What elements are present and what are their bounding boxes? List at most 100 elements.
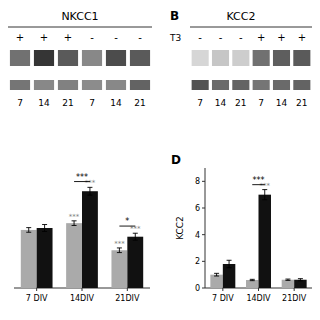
band — [34, 50, 54, 66]
title: NKCC1 — [61, 10, 98, 23]
error-cap — [42, 224, 47, 225]
band — [212, 80, 229, 90]
blot-panel: NKCC1+++---7142171421 — [8, 10, 152, 108]
lane-label: 7 — [197, 98, 203, 108]
y-axis-line — [205, 168, 206, 288]
bar — [21, 230, 37, 288]
title: KCC2 — [227, 10, 256, 23]
error-cap — [117, 252, 122, 253]
treatment-sign: + — [298, 32, 306, 43]
error-bar — [227, 260, 232, 267]
error-bar — [42, 225, 47, 232]
y-tick-label: 2 — [195, 257, 200, 266]
bracket-label: * — [125, 217, 129, 226]
bar — [111, 250, 127, 288]
error-cap — [262, 199, 267, 200]
treatment-sign: + — [40, 32, 48, 43]
bar-panel: 02468KCC27 DIV14DIV21DIVD****** — [171, 153, 312, 303]
x-tick — [82, 288, 83, 291]
band — [130, 50, 150, 66]
significance-label: *** — [114, 240, 125, 248]
error-cap — [214, 276, 219, 277]
treatment-sign: + — [257, 32, 265, 43]
bar — [294, 280, 306, 288]
x-tick-label: 14DIV — [246, 294, 271, 303]
treatment-sign: - — [138, 32, 142, 43]
bar — [210, 275, 222, 288]
lane-label: 14 — [276, 98, 288, 108]
figure: NKCC1+++---7142171421BKCC2T3---+++714217… — [0, 0, 320, 320]
y-tick — [202, 208, 205, 209]
band — [106, 50, 126, 66]
error-cap — [42, 231, 47, 232]
lane-label: 14 — [110, 98, 122, 108]
lane-label: 21 — [296, 98, 307, 108]
separator-line — [190, 27, 312, 28]
lane-label: 7 — [89, 98, 95, 108]
band — [192, 50, 209, 66]
error-bar — [87, 187, 92, 195]
error-bar — [250, 279, 255, 280]
band — [106, 80, 126, 90]
treatment-sign: - — [239, 32, 243, 43]
error-cap — [250, 279, 255, 280]
treatment-sign: - — [90, 32, 94, 43]
treatment-sign: - — [219, 32, 223, 43]
bracket-label: *** — [253, 176, 265, 185]
error-cap — [26, 232, 31, 233]
band — [130, 80, 150, 90]
marks — [21, 187, 143, 288]
band — [58, 50, 78, 66]
significance-label: *** — [69, 213, 80, 221]
band — [192, 80, 209, 90]
error-cap — [227, 267, 232, 268]
error-cap — [298, 278, 303, 279]
x-tick-label: 14DIV — [70, 294, 95, 303]
error-bar — [285, 279, 290, 280]
error-stem — [89, 187, 90, 195]
bar — [223, 264, 235, 288]
error-cap — [87, 195, 92, 196]
error-bar — [214, 273, 219, 276]
bracket-label: *** — [76, 173, 88, 182]
error-bar — [117, 248, 122, 253]
error-cap — [227, 260, 232, 261]
x-tick — [127, 288, 128, 291]
x-tick-label: 21DIV — [282, 294, 307, 303]
error-stem — [264, 190, 265, 200]
error-cap — [250, 280, 255, 281]
error-cap — [72, 225, 77, 226]
treatment-sign: + — [64, 32, 72, 43]
separator-line — [8, 27, 152, 28]
panel-label: D — [171, 153, 181, 167]
x-tick — [222, 288, 223, 291]
treatment-name: T3 — [169, 33, 181, 43]
bar — [66, 223, 82, 288]
treatment-sign: + — [277, 32, 285, 43]
error-cap — [133, 240, 138, 241]
error-bar — [262, 190, 267, 200]
y-tick — [202, 234, 205, 235]
lane-label: 21 — [62, 98, 73, 108]
x-tick — [258, 288, 259, 291]
x-tick — [294, 288, 295, 291]
band — [232, 50, 249, 66]
marks — [210, 190, 306, 288]
band — [293, 50, 310, 66]
background — [0, 0, 320, 320]
bar — [246, 280, 258, 288]
blot-panel: BKCC2T3---+++7142171421 — [169, 9, 312, 108]
bar — [37, 228, 53, 288]
error-stem — [74, 221, 75, 226]
lane-label: 7 — [17, 98, 23, 108]
band — [273, 50, 290, 66]
error-cap — [298, 280, 303, 281]
y-tick-label: 6 — [195, 204, 200, 213]
y-tick-label: 0 — [195, 284, 200, 293]
x-tick-label: 7 DIV — [26, 294, 48, 303]
bar — [259, 195, 271, 288]
treatment-sign: - — [114, 32, 118, 43]
y-axis-label: KCC2 — [175, 216, 185, 240]
y-tick — [202, 181, 205, 182]
band — [273, 80, 290, 90]
